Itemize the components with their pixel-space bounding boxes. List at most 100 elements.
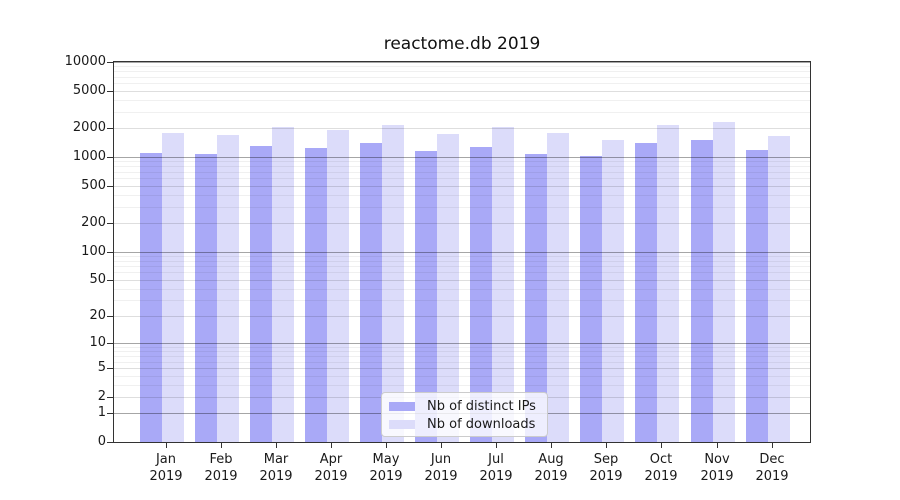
x-tick-year: 2019	[589, 469, 623, 484]
x-tick-mark-feb	[221, 443, 222, 448]
gridline-50	[114, 279, 810, 281]
bar-downloads-oct	[657, 125, 680, 442]
x-tick-label-oct: Oct 2019	[633, 451, 689, 485]
bar-distinct-ips-sep	[580, 156, 603, 442]
x-tick-label-feb: Feb 2019	[193, 451, 249, 485]
x-tick-mark-may	[386, 443, 387, 448]
gridline-80	[114, 260, 810, 262]
gridline-600	[114, 178, 810, 179]
legend: Nb of distinct IPs Nb of downloads	[381, 392, 548, 437]
bar-downloads-jul	[492, 127, 515, 442]
x-tick-label-nov: Nov 2019	[689, 451, 745, 485]
bar-distinct-ips-jun	[415, 151, 438, 442]
x-tick-year: 2019	[424, 469, 458, 484]
x-tick-mark-jul	[496, 443, 497, 448]
gridline-20	[114, 316, 810, 318]
gridline-6	[114, 361, 810, 363]
x-tick-year: 2019	[314, 469, 348, 484]
x-tick-label-mar: Mar 2019	[248, 451, 304, 485]
x-tick-label-aug: Aug 2019	[523, 451, 579, 485]
gridline-500	[114, 185, 810, 187]
gridline-60	[114, 272, 810, 274]
x-tick-year: 2019	[700, 469, 734, 484]
gridline-90	[114, 255, 810, 257]
y-tick-label-0: 0	[97, 434, 106, 449]
y-tick-mark-500	[107, 186, 113, 187]
x-tick-year: 2019	[149, 469, 183, 484]
x-tick-label-jul: Jul 2019	[468, 451, 524, 485]
gridline-3	[114, 384, 810, 386]
y-tick-mark-10	[107, 343, 113, 344]
gridline-900	[114, 161, 810, 163]
gridline-3000	[114, 111, 810, 113]
y-tick-mark-10000	[107, 62, 113, 63]
legend-row-distinct-ips: Nb of distinct IPs	[389, 397, 539, 415]
plot-area: Nb of distinct IPs Nb of downloads	[113, 61, 811, 443]
bar-distinct-ips-nov	[690, 140, 713, 442]
legend-swatch-downloads	[389, 419, 415, 429]
y-tick-label-200: 200	[81, 215, 106, 231]
x-tick-label-jan: Jan 2019	[138, 451, 194, 485]
x-tick-mark-nov	[717, 443, 718, 448]
y-tick-label-1: 1	[97, 405, 106, 421]
y-tick-label-500: 500	[81, 177, 106, 193]
gridline-400	[114, 194, 810, 196]
gridline-800	[114, 166, 810, 168]
bar-downloads-may	[382, 125, 405, 442]
y-tick-mark-0	[107, 442, 113, 443]
x-tick-year: 2019	[259, 469, 293, 484]
bar-distinct-ips-jul	[470, 147, 493, 442]
x-tick-mark-aug	[551, 443, 552, 448]
y-tick-mark-1000	[107, 157, 113, 158]
gridline-8	[114, 351, 810, 353]
y-tick-mark-5	[107, 368, 113, 369]
bar-downloads-dec	[767, 136, 790, 442]
chart-title: reactome.db 2019	[383, 34, 541, 54]
y-tick-mark-20	[107, 316, 113, 317]
bar-distinct-ips-feb	[195, 154, 218, 442]
y-tick-mark-2	[107, 397, 113, 398]
gridline-200	[114, 223, 810, 225]
gridline-9	[114, 347, 810, 348]
bar-downloads-sep	[602, 140, 625, 442]
x-tick-mark-mar	[276, 443, 277, 448]
gridline-5	[114, 368, 810, 370]
gridline-5000	[114, 90, 810, 92]
gridline-70	[114, 266, 810, 268]
bar-downloads-aug	[547, 133, 570, 442]
y-tick-label-2000: 2000	[72, 120, 106, 136]
x-tick-mark-dec	[772, 443, 773, 448]
gridline-1000	[114, 157, 810, 158]
bar-downloads-feb	[217, 135, 240, 442]
bar-downloads-apr	[327, 129, 350, 442]
x-tick-label-apr: Apr 2019	[303, 451, 359, 485]
gridline-300	[114, 206, 810, 208]
legend-swatch-distinct-ips	[389, 401, 415, 411]
gridline-2000	[114, 128, 810, 130]
y-tick-label-10000: 10000	[64, 54, 106, 69]
x-tick-year: 2019	[644, 469, 678, 484]
bar-downloads-mar	[272, 127, 295, 442]
gridline-40	[114, 288, 810, 290]
gridline-8000	[114, 71, 810, 73]
gridline-100	[114, 251, 810, 253]
x-tick-mark-apr	[331, 443, 332, 448]
gridline-30	[114, 300, 810, 302]
legend-label-downloads: Nb of downloads	[427, 416, 536, 432]
x-tick-year: 2019	[755, 469, 789, 484]
x-tick-year: 2019	[534, 469, 568, 484]
gridline-9000	[114, 66, 810, 68]
gridline-7	[114, 356, 810, 358]
bars-layer	[114, 62, 810, 442]
x-tick-mark-oct	[661, 443, 662, 448]
x-tick-mark-jun	[441, 443, 442, 448]
x-tick-year: 2019	[369, 469, 403, 484]
gridline-700	[114, 171, 810, 173]
bar-distinct-ips-dec	[745, 150, 768, 442]
y-tick-label-10: 10	[89, 335, 106, 351]
y-tick-mark-100	[107, 252, 113, 253]
gridline-7000	[114, 76, 810, 78]
gridline-4000	[114, 99, 810, 101]
y-tick-label-20: 20	[89, 308, 106, 324]
y-tick-mark-5000	[107, 91, 113, 92]
